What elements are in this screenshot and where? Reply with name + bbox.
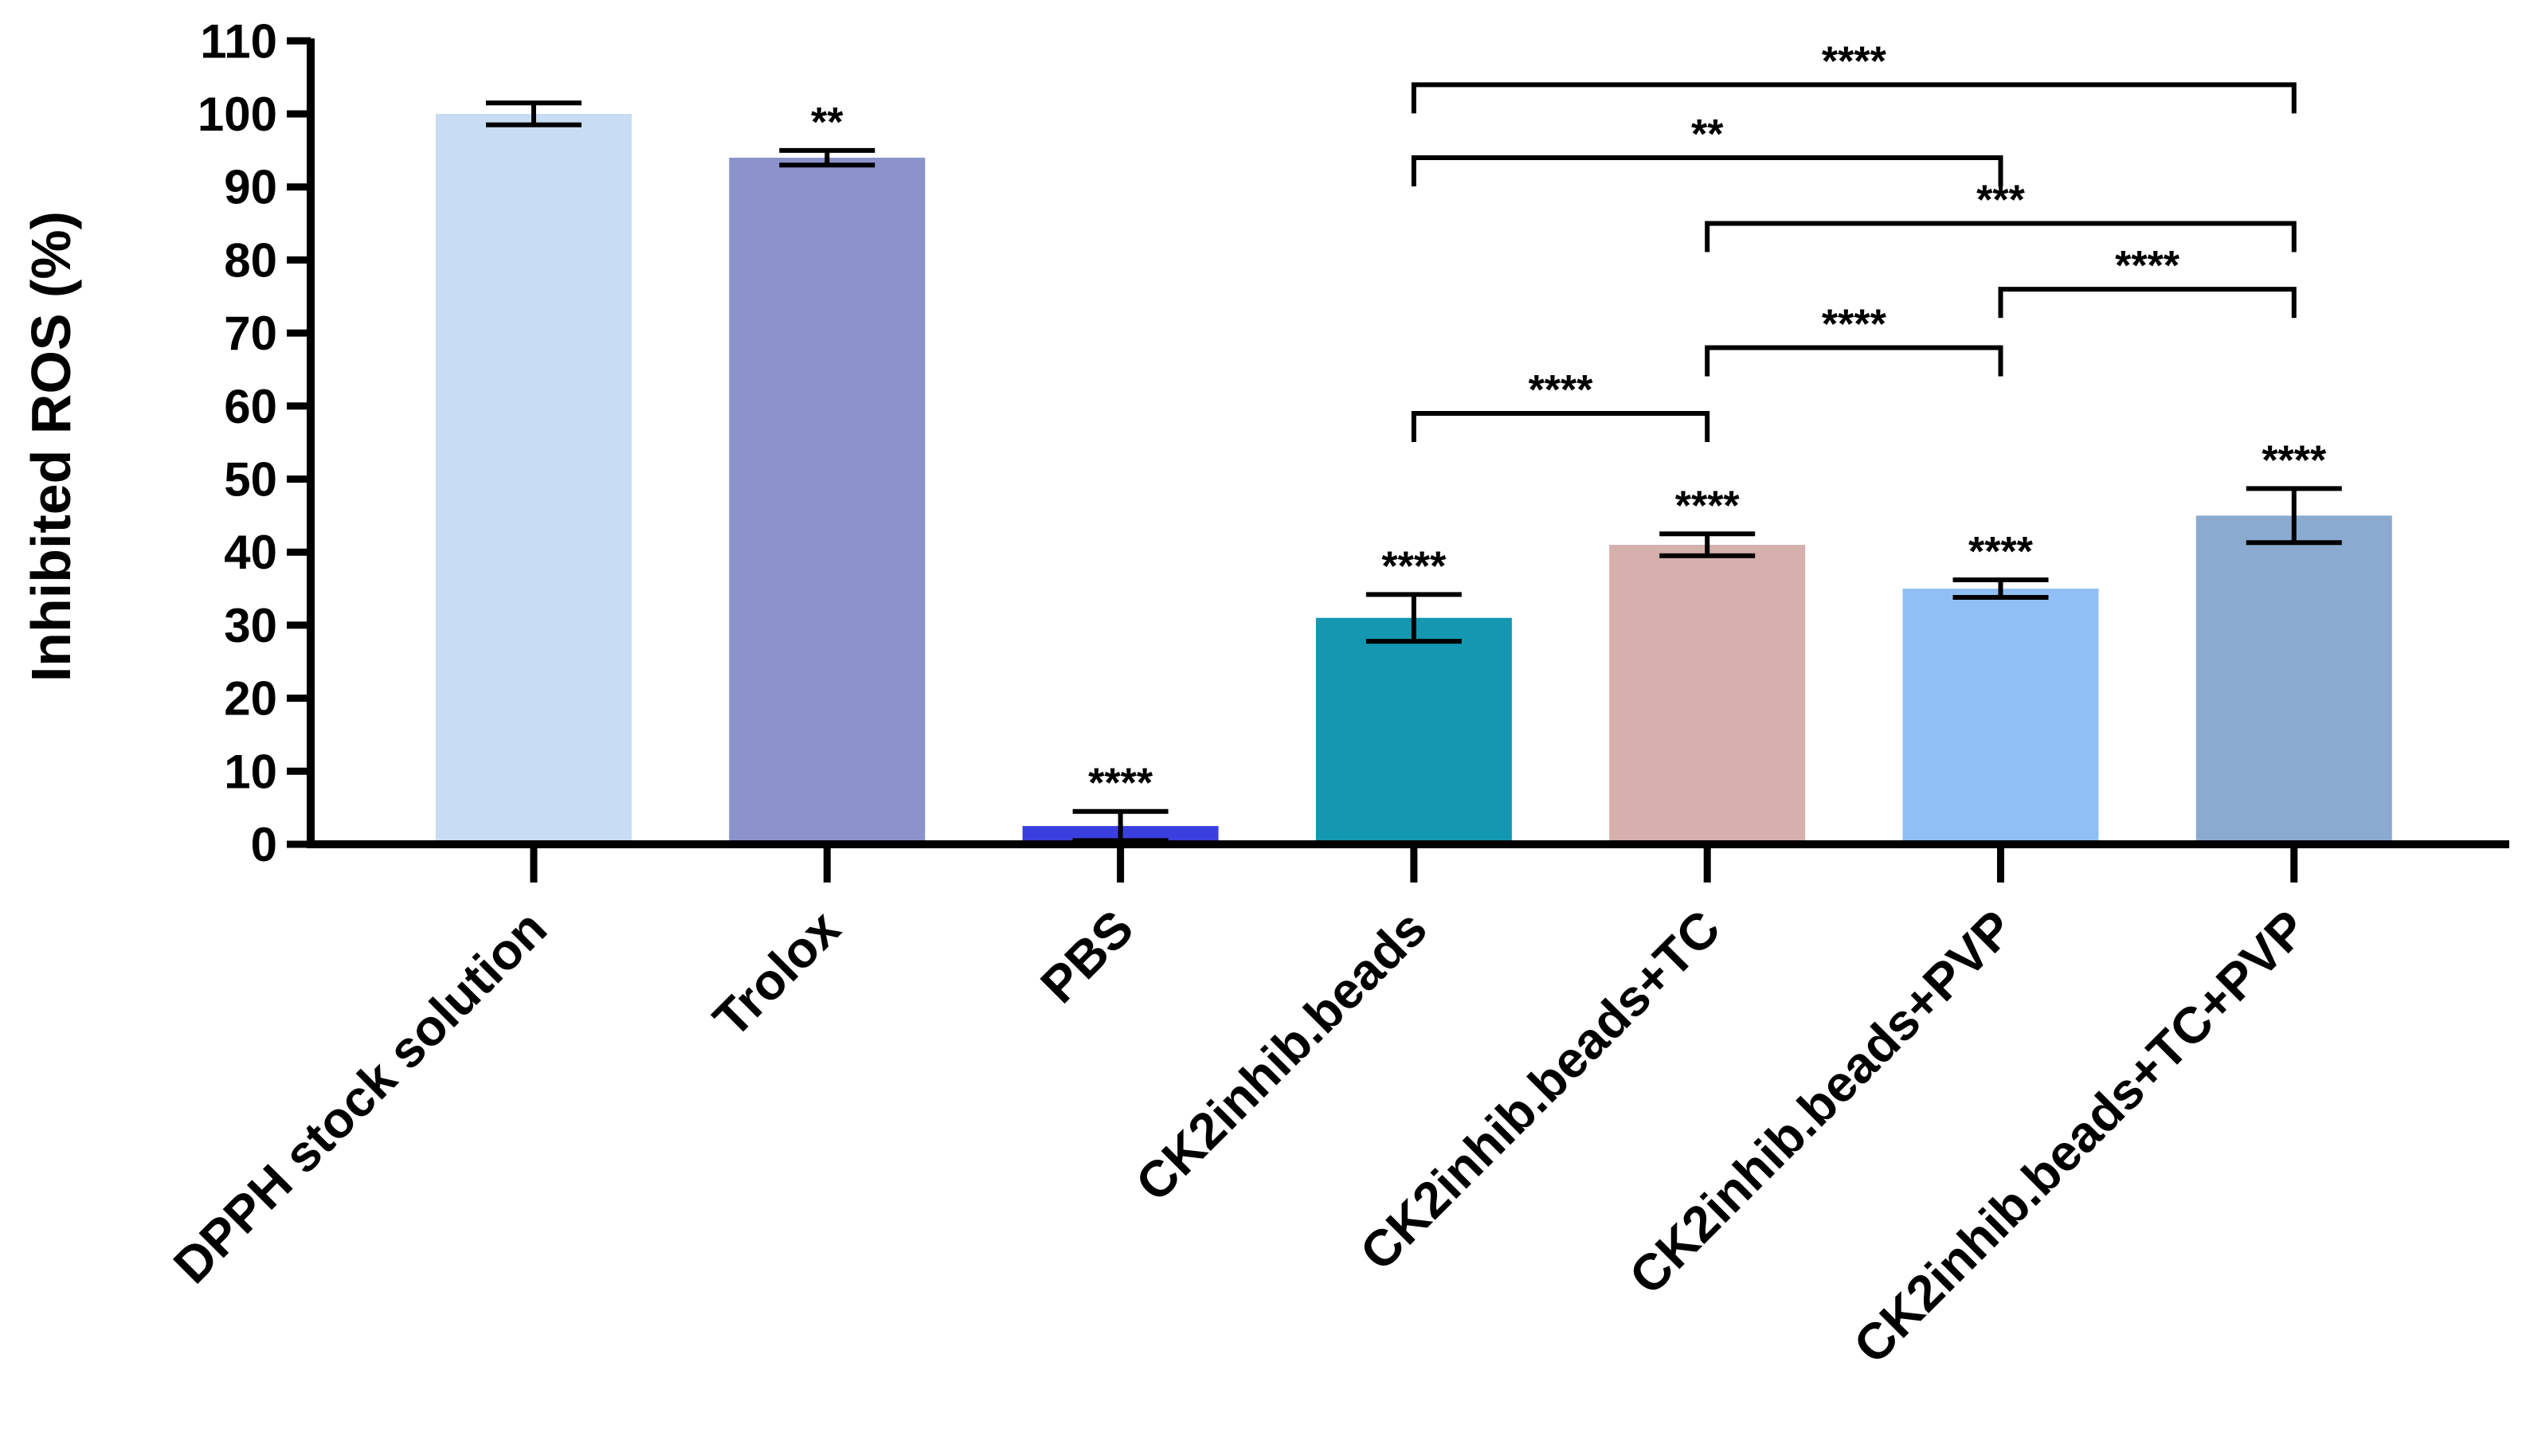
comparison-bracket [1411, 155, 2003, 187]
y-tick-label: 110 [200, 14, 277, 68]
comparison-label: **** [1822, 38, 1887, 84]
x-tick-label: DPPH stock solution [163, 899, 558, 1294]
significance-label: **** [2262, 437, 2327, 483]
significance-layer: ********************** [811, 100, 2327, 807]
y-tick-label: 80 [224, 233, 277, 287]
comparison-bracket [1998, 287, 2297, 319]
y-tick-label: 100 [198, 88, 277, 141]
y-tick-label: 20 [224, 672, 277, 726]
bar [1609, 545, 1806, 844]
bar [1315, 617, 1512, 844]
bar [1902, 589, 2099, 844]
y-axis-title: Inhibited ROS (%) [20, 211, 82, 682]
bars-layer [436, 114, 2392, 844]
significance-label: **** [1968, 529, 2034, 575]
error-bars-layer [486, 100, 2342, 843]
significance-label: **** [1381, 543, 1447, 589]
y-tick-label: 0 [251, 818, 277, 871]
significance-label: **** [1088, 761, 1153, 807]
x-tick-label: CK2inhib.beads [1125, 899, 1438, 1212]
comparison-label: ** [1691, 112, 1724, 158]
comparison-label: **** [1822, 301, 1887, 347]
bar [436, 114, 632, 844]
x-tick-label: Trolox [703, 899, 852, 1048]
comparison-bracket [1411, 82, 2297, 114]
comparison-brackets-layer: ********************* [1411, 38, 2297, 442]
y-tick-label: 10 [224, 745, 277, 798]
y-tick-label: 60 [224, 380, 277, 433]
comparison-bracket [1705, 345, 2003, 377]
y-tick-label: 70 [224, 307, 277, 360]
y-tick-label: 40 [224, 526, 277, 579]
y-tick-label: 90 [224, 161, 277, 214]
comparison-bracket [1411, 410, 1710, 442]
comparison-label: *** [1976, 178, 2025, 224]
significance-label: **** [1675, 483, 1741, 529]
bar [729, 158, 926, 844]
bar [2195, 515, 2392, 844]
axes-layer [287, 37, 2509, 883]
y-tick-label: 50 [224, 453, 277, 507]
comparison-label: **** [2115, 243, 2180, 289]
significance-label: ** [811, 100, 844, 146]
x-tick-label: PBS [1030, 899, 1145, 1014]
comparison-label: **** [1529, 367, 1594, 413]
y-tick-label: 30 [224, 599, 277, 652]
comparison-bracket [1705, 221, 2297, 252]
